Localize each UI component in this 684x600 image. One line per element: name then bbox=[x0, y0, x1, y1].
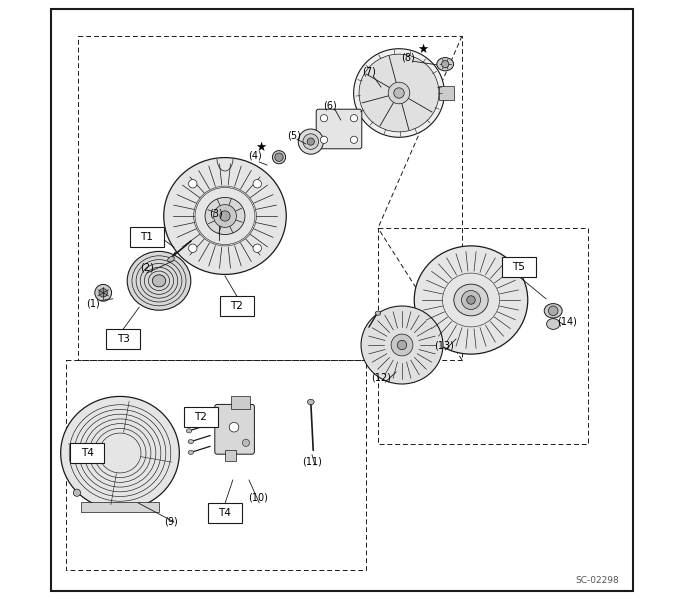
Ellipse shape bbox=[437, 58, 453, 71]
Ellipse shape bbox=[168, 256, 174, 262]
Ellipse shape bbox=[153, 275, 166, 287]
Ellipse shape bbox=[415, 246, 528, 354]
Ellipse shape bbox=[272, 151, 286, 164]
Bar bbox=[66, 360, 366, 570]
Text: (13): (13) bbox=[434, 340, 454, 350]
Text: T1: T1 bbox=[141, 232, 153, 242]
Circle shape bbox=[213, 205, 237, 227]
Bar bbox=[438, 86, 453, 100]
Text: SC-02298: SC-02298 bbox=[575, 576, 619, 585]
Circle shape bbox=[220, 211, 230, 221]
FancyBboxPatch shape bbox=[215, 404, 254, 454]
Text: T4: T4 bbox=[219, 508, 231, 518]
Ellipse shape bbox=[544, 304, 562, 318]
Text: T2: T2 bbox=[231, 301, 244, 311]
Text: (2): (2) bbox=[140, 262, 154, 272]
Ellipse shape bbox=[127, 251, 191, 310]
FancyBboxPatch shape bbox=[316, 109, 362, 149]
Text: (5): (5) bbox=[287, 130, 301, 140]
Bar bbox=[501, 257, 536, 277]
Ellipse shape bbox=[188, 439, 194, 443]
Text: T4: T4 bbox=[81, 448, 94, 458]
Ellipse shape bbox=[163, 158, 287, 274]
Bar bbox=[183, 407, 218, 427]
Text: ★: ★ bbox=[417, 43, 429, 56]
Ellipse shape bbox=[188, 450, 194, 455]
Bar bbox=[208, 503, 242, 523]
Circle shape bbox=[389, 82, 410, 104]
Circle shape bbox=[320, 136, 328, 143]
Text: T3: T3 bbox=[116, 334, 129, 344]
Circle shape bbox=[549, 306, 558, 316]
Circle shape bbox=[73, 489, 81, 496]
Circle shape bbox=[442, 61, 449, 68]
Ellipse shape bbox=[205, 197, 245, 235]
Text: (4): (4) bbox=[248, 151, 262, 161]
Circle shape bbox=[350, 115, 358, 122]
Circle shape bbox=[253, 244, 261, 253]
Text: (3): (3) bbox=[209, 208, 223, 218]
Circle shape bbox=[275, 153, 283, 161]
Ellipse shape bbox=[303, 134, 319, 149]
Text: ★: ★ bbox=[255, 140, 267, 154]
Text: T5: T5 bbox=[512, 262, 525, 272]
Circle shape bbox=[350, 136, 358, 143]
Circle shape bbox=[189, 179, 197, 188]
Bar bbox=[78, 36, 462, 360]
Circle shape bbox=[397, 340, 407, 350]
Ellipse shape bbox=[376, 311, 381, 316]
Circle shape bbox=[466, 296, 475, 304]
Circle shape bbox=[95, 284, 111, 301]
Text: (14): (14) bbox=[557, 316, 577, 326]
Circle shape bbox=[462, 290, 480, 310]
Bar bbox=[231, 396, 250, 409]
Circle shape bbox=[242, 439, 250, 446]
Circle shape bbox=[320, 115, 328, 122]
Ellipse shape bbox=[308, 400, 314, 404]
Text: (9): (9) bbox=[164, 517, 178, 527]
Ellipse shape bbox=[361, 306, 443, 384]
Circle shape bbox=[189, 244, 197, 253]
Text: (11): (11) bbox=[302, 457, 322, 467]
Circle shape bbox=[229, 422, 239, 432]
Text: (1): (1) bbox=[86, 298, 100, 308]
Circle shape bbox=[253, 179, 261, 188]
Bar bbox=[70, 443, 105, 463]
Ellipse shape bbox=[547, 319, 560, 329]
Circle shape bbox=[391, 334, 413, 356]
Ellipse shape bbox=[61, 397, 179, 509]
Text: T2: T2 bbox=[194, 412, 207, 422]
Circle shape bbox=[99, 289, 107, 297]
Ellipse shape bbox=[298, 129, 324, 154]
Bar bbox=[129, 227, 164, 247]
Ellipse shape bbox=[359, 54, 439, 132]
Circle shape bbox=[394, 88, 404, 98]
Text: (10): (10) bbox=[248, 493, 268, 503]
Ellipse shape bbox=[307, 138, 315, 145]
Bar bbox=[220, 296, 254, 316]
Text: (7): (7) bbox=[362, 67, 376, 77]
Bar bbox=[378, 228, 588, 444]
Text: (6): (6) bbox=[323, 100, 337, 110]
Ellipse shape bbox=[454, 284, 488, 316]
Bar bbox=[81, 502, 159, 512]
Text: (12): (12) bbox=[371, 373, 391, 383]
Bar bbox=[225, 450, 236, 461]
Ellipse shape bbox=[186, 428, 192, 433]
Text: (8): (8) bbox=[401, 52, 415, 62]
Ellipse shape bbox=[354, 49, 445, 137]
Bar bbox=[105, 329, 140, 349]
